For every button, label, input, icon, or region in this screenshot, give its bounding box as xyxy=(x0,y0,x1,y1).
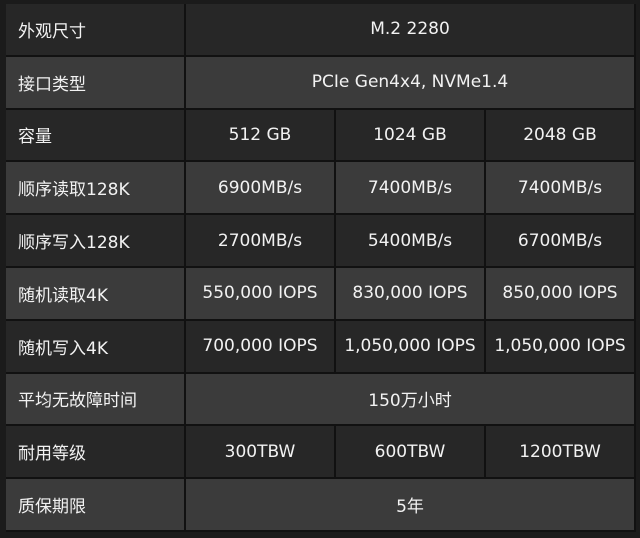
row-value-text: 1,050,000 IOPS xyxy=(344,336,476,357)
row-value: 830,000 IOPS xyxy=(336,268,486,321)
row-value: 1,050,000 IOPS xyxy=(336,320,486,374)
row-label: 随机写入4K xyxy=(6,320,186,374)
row-value-text: PCIe Gen4x4, NVMe1.4 xyxy=(311,72,509,93)
row-value-text: 5年 xyxy=(396,497,424,518)
row-value-text: 6700MB/s xyxy=(517,230,603,251)
row-value: 2700MB/s xyxy=(186,215,336,268)
row-label: 平均无故障时间 xyxy=(6,373,186,427)
row-label-text: 随机写入4K xyxy=(18,338,108,359)
row-value: 150万小时 xyxy=(186,373,636,427)
row-value-text: 2700MB/s xyxy=(217,230,303,251)
row-value-text: 512 GB xyxy=(228,124,292,145)
row-label: 外观尺寸 xyxy=(6,4,186,57)
row-value-text: 830,000 IOPS xyxy=(352,283,468,304)
row-value-text: 5400MB/s xyxy=(367,230,453,251)
row-value-text: 2048 GB xyxy=(523,124,597,145)
row-value-text: 1200TBW xyxy=(519,441,601,462)
row-label: 接口类型 xyxy=(6,56,186,110)
row-value: 6900MB/s xyxy=(186,162,336,216)
row-label-text: 耐用等级 xyxy=(18,444,86,465)
row-value: 512 GB xyxy=(186,109,336,163)
row-value: 2048 GB xyxy=(486,109,636,163)
row-label-text: 顺序写入128K xyxy=(18,233,130,254)
row-value: 5400MB/s xyxy=(336,215,486,268)
row-value-text: 700,000 IOPS xyxy=(202,336,318,357)
row-label: 顺序读取128K xyxy=(6,162,186,216)
row-value-text: 7400MB/s xyxy=(517,177,603,198)
row-value: 1,050,000 IOPS xyxy=(486,320,636,374)
row-value: PCIe Gen4x4, NVMe1.4 xyxy=(186,56,636,110)
row-value: 6700MB/s xyxy=(486,215,636,268)
row-value-text: M.2 2280 xyxy=(370,19,450,40)
row-value: 7400MB/s xyxy=(336,162,486,216)
row-value-text: 300TBW xyxy=(224,441,296,462)
row-label-text: 外观尺寸 xyxy=(18,21,86,42)
row-value-text: 1024 GB xyxy=(373,124,447,145)
row-label: 容量 xyxy=(6,109,186,163)
row-value-text: 6900MB/s xyxy=(217,177,303,198)
row-value: 300TBW xyxy=(186,426,336,480)
row-label: 顺序写入128K xyxy=(6,215,186,268)
row-value: 5年 xyxy=(186,479,636,532)
row-label-text: 接口类型 xyxy=(18,74,86,95)
row-value: M.2 2280 xyxy=(186,4,636,57)
row-label: 随机读取4K xyxy=(6,268,186,321)
row-value-text: 550,000 IOPS xyxy=(202,283,318,304)
row-value-text: 850,000 IOPS xyxy=(502,283,618,304)
row-value-text: 150万小时 xyxy=(368,391,452,412)
row-value: 550,000 IOPS xyxy=(186,268,336,321)
row-label-text: 顺序读取128K xyxy=(18,180,130,201)
row-value: 1200TBW xyxy=(486,426,636,480)
row-label-text: 容量 xyxy=(18,127,52,148)
row-label-text: 平均无故障时间 xyxy=(18,391,137,412)
row-value-text: 1,050,000 IOPS xyxy=(494,336,626,357)
row-value: 600TBW xyxy=(336,426,486,480)
row-value-text: 600TBW xyxy=(374,441,446,462)
row-value: 700,000 IOPS xyxy=(186,320,336,374)
row-value: 1024 GB xyxy=(336,109,486,163)
row-value: 850,000 IOPS xyxy=(486,268,636,321)
row-label-text: 随机读取4K xyxy=(18,285,108,306)
row-value: 7400MB/s xyxy=(486,162,636,216)
row-label: 质保期限 xyxy=(6,479,186,532)
row-value-text: 7400MB/s xyxy=(367,177,453,198)
row-label: 耐用等级 xyxy=(6,426,186,480)
row-label-text: 质保期限 xyxy=(18,497,86,518)
